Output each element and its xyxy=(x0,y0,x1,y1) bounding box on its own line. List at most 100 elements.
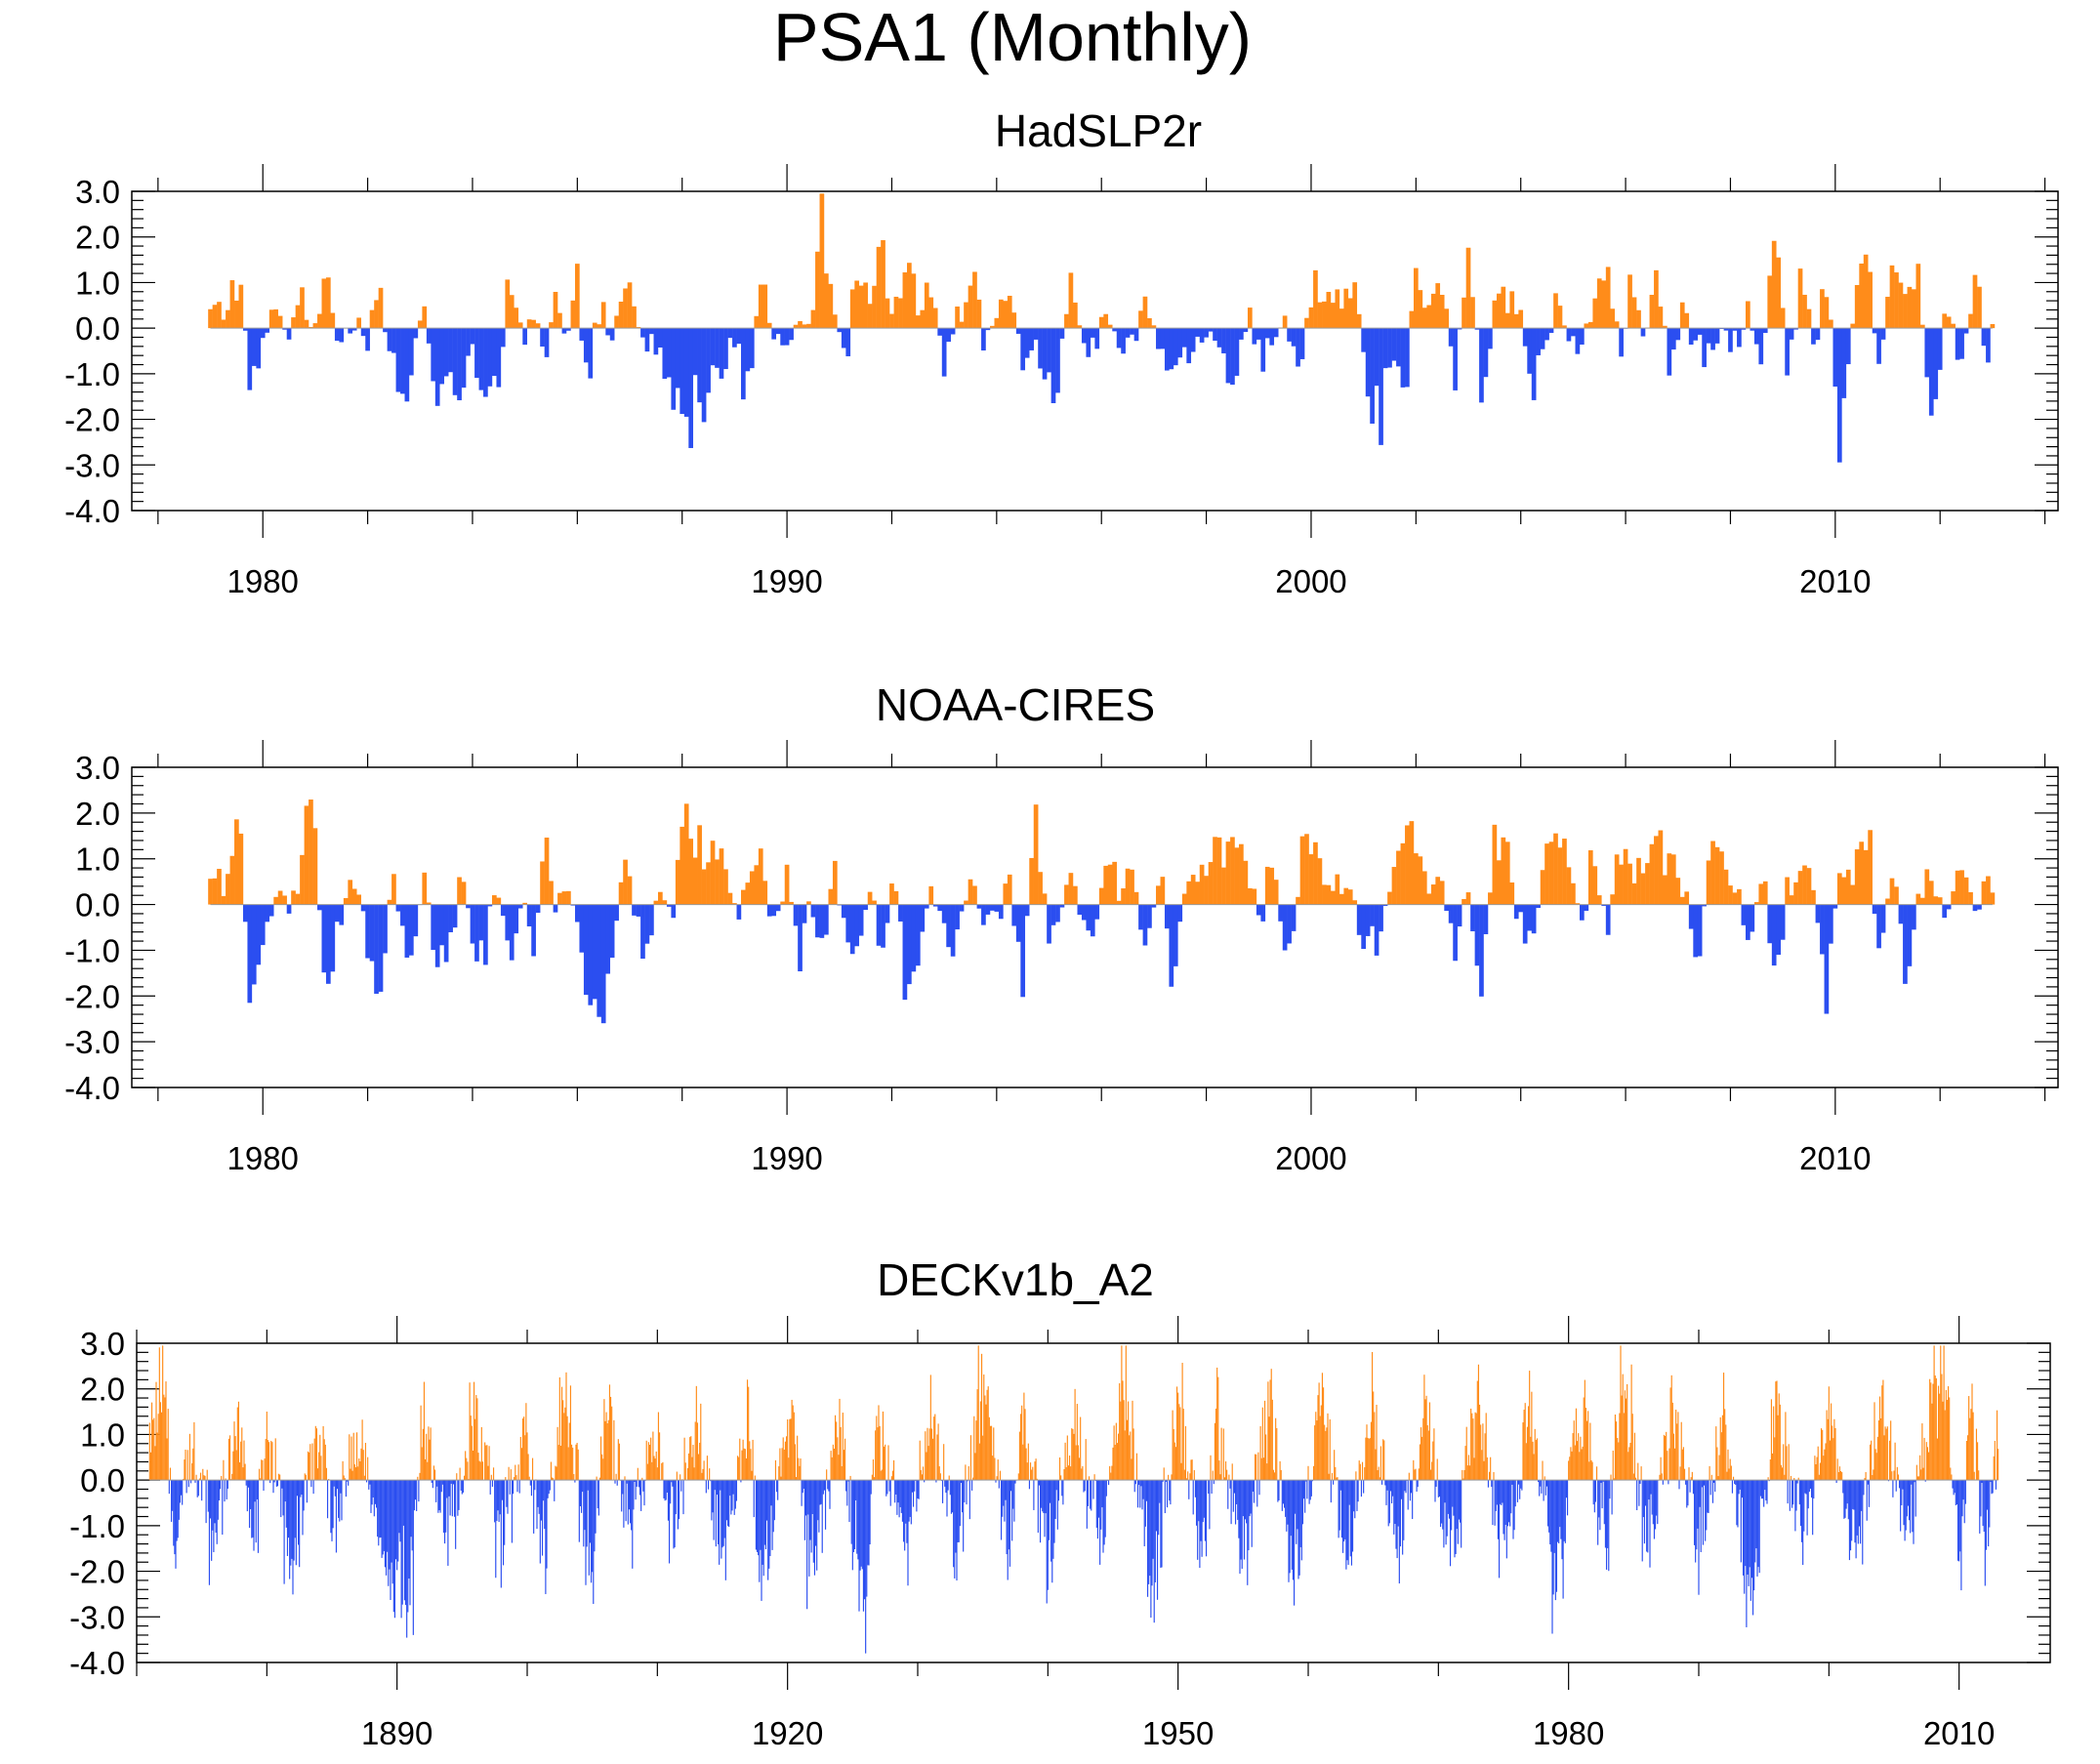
negative-anomaly-bar xyxy=(1855,1480,1857,1559)
series-marks xyxy=(148,1345,1999,1654)
positive-anomaly-bar xyxy=(743,1448,745,1481)
positive-anomaly-bar xyxy=(1098,887,1104,905)
negative-anomaly-bar xyxy=(1006,1480,1008,1555)
positive-anomaly-bar xyxy=(1476,1380,1478,1481)
positive-anomaly-bar xyxy=(1770,1399,1773,1481)
positive-anomaly-bar xyxy=(490,1474,492,1481)
positive-anomaly-bar xyxy=(1615,1421,1618,1481)
positive-anomaly-bar xyxy=(1193,1470,1195,1481)
negative-anomaly-bar xyxy=(1813,1480,1815,1499)
negative-anomaly-bar xyxy=(587,1480,589,1491)
positive-anomaly-bar xyxy=(608,1384,611,1481)
negative-anomaly-bar xyxy=(1243,1480,1246,1560)
negative-anomaly-bar xyxy=(1910,1480,1912,1534)
negative-anomaly-bar xyxy=(1046,1480,1048,1604)
negative-anomaly-bar xyxy=(1396,1480,1398,1559)
positive-anomaly-bar xyxy=(555,1465,556,1481)
negative-anomaly-bar xyxy=(1296,1480,1297,1544)
negative-anomaly-bar xyxy=(250,1480,252,1509)
negative-anomaly-bar xyxy=(1363,1480,1365,1494)
negative-anomaly-bar xyxy=(1395,1480,1397,1549)
negative-anomaly-bar xyxy=(440,1480,442,1493)
positive-anomaly-bar xyxy=(889,883,894,905)
positive-anomaly-bar xyxy=(990,1425,993,1481)
positive-anomaly-bar xyxy=(1070,1466,1072,1481)
positive-anomaly-bar xyxy=(979,1401,982,1481)
negative-anomaly-bar xyxy=(1155,1480,1158,1532)
negative-anomaly-bar xyxy=(1810,1480,1813,1498)
negative-anomaly-bar xyxy=(1038,328,1043,369)
positive-anomaly-bar xyxy=(1780,1464,1783,1481)
positive-anomaly-bar xyxy=(1216,1367,1218,1481)
negative-anomaly-bar xyxy=(1517,1480,1520,1485)
positive-anomaly-bar xyxy=(1215,1408,1217,1481)
negative-anomaly-bar xyxy=(408,904,414,956)
positive-anomaly-bar xyxy=(1585,1420,1588,1481)
negative-anomaly-bar xyxy=(802,904,807,923)
negative-anomaly-bar xyxy=(1566,1480,1569,1516)
positive-anomaly-bar xyxy=(968,879,973,905)
positive-anomaly-bar xyxy=(420,1405,422,1481)
positive-anomaly-bar xyxy=(1269,867,1275,905)
positive-anomaly-bar xyxy=(1365,1437,1367,1481)
negative-anomaly-bar xyxy=(1090,904,1095,937)
positive-anomaly-bar xyxy=(343,1475,345,1481)
positive-anomaly-bar xyxy=(795,1477,798,1481)
negative-anomaly-bar xyxy=(583,1480,585,1547)
positive-anomaly-bar xyxy=(1373,1391,1375,1481)
negative-anomaly-bar xyxy=(1269,328,1275,346)
negative-anomaly-bar xyxy=(1387,328,1392,368)
negative-anomaly-bar xyxy=(207,1480,209,1512)
negative-anomaly-bar xyxy=(719,1480,721,1565)
negative-anomaly-bar xyxy=(391,1480,392,1563)
negative-anomaly-bar xyxy=(941,904,947,923)
positive-anomaly-bar xyxy=(531,319,536,329)
negative-anomaly-bar xyxy=(1039,1480,1042,1543)
negative-anomaly-bar xyxy=(881,904,885,948)
negative-anomaly-bar xyxy=(956,1480,958,1580)
positive-anomaly-bar xyxy=(212,305,218,329)
positive-anomaly-bar xyxy=(1868,830,1873,905)
positive-anomaly-bar xyxy=(701,1472,703,1481)
positive-anomaly-bar xyxy=(828,283,834,329)
y-tick-label: 1.0 xyxy=(80,1416,125,1453)
positive-anomaly-bar xyxy=(1377,1470,1379,1481)
positive-anomaly-bar xyxy=(1147,317,1152,329)
positive-anomaly-bar xyxy=(1195,882,1200,905)
positive-anomaly-bar xyxy=(921,1474,924,1481)
positive-anomaly-bar xyxy=(741,889,746,905)
negative-anomaly-bar xyxy=(435,1480,437,1502)
negative-anomaly-bar xyxy=(1391,328,1397,361)
positive-anomaly-bar xyxy=(1421,871,1427,905)
negative-anomaly-bar xyxy=(1708,1480,1709,1513)
negative-anomaly-bar xyxy=(1252,1480,1254,1492)
negative-anomaly-bar xyxy=(1835,1480,1837,1483)
positive-anomaly-bar xyxy=(304,319,309,329)
negative-anomaly-bar xyxy=(964,1480,966,1503)
positive-anomaly-bar xyxy=(1732,1476,1735,1481)
negative-anomaly-bar xyxy=(452,904,458,928)
y-tick-label: -4.0 xyxy=(64,1070,120,1106)
positive-anomaly-bar xyxy=(1123,1400,1125,1481)
negative-anomaly-bar xyxy=(336,1480,339,1490)
positive-anomaly-bar xyxy=(217,302,222,329)
positive-anomaly-bar xyxy=(1382,1439,1384,1481)
figure-title: PSA1 (Monthly) xyxy=(773,0,1252,75)
positive-anomaly-bar xyxy=(570,300,576,329)
negative-anomaly-bar xyxy=(868,1480,870,1566)
negative-anomaly-bar xyxy=(1714,1480,1716,1493)
negative-anomaly-bar xyxy=(804,1480,807,1516)
positive-anomaly-bar xyxy=(997,1459,999,1481)
positive-anomaly-bar xyxy=(1038,872,1043,905)
negative-anomaly-bar xyxy=(1539,1480,1541,1497)
positive-anomaly-bar xyxy=(1429,1469,1432,1481)
positive-anomaly-bar xyxy=(1524,1403,1526,1481)
negative-anomaly-bar xyxy=(1800,1480,1803,1542)
negative-anomaly-bar xyxy=(1258,1480,1260,1496)
positive-anomaly-bar xyxy=(549,881,554,905)
positive-anomaly-bar xyxy=(307,1451,309,1481)
positive-anomaly-bar xyxy=(324,1444,326,1481)
positive-anomaly-bar xyxy=(992,1456,994,1481)
negative-anomaly-bar xyxy=(760,1480,762,1550)
positive-anomaly-bar xyxy=(1675,878,1681,905)
